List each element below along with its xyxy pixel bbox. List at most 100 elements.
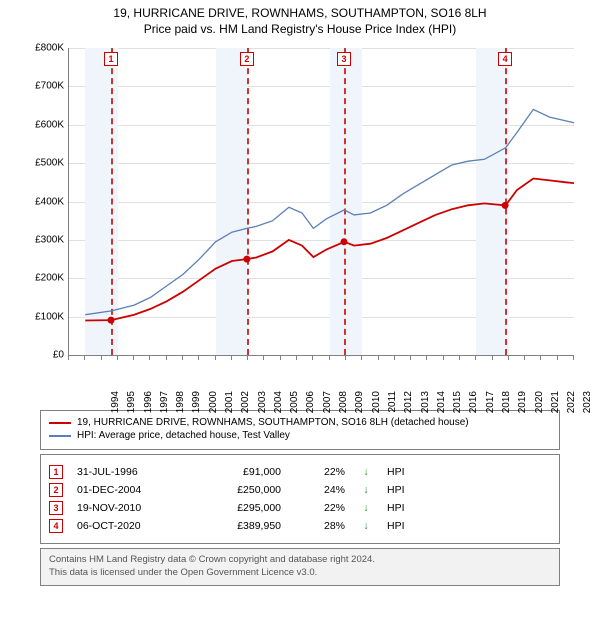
row-date: 19-NOV-2010 xyxy=(77,502,187,514)
data-point xyxy=(243,256,250,263)
data-point xyxy=(341,238,348,245)
subtitle: Price paid vs. HM Land Registry's House … xyxy=(10,22,590,36)
row-date: 31-JUL-1996 xyxy=(77,466,187,478)
x-tick-label: 2008 xyxy=(338,391,349,431)
footer-licence: Contains HM Land Registry data © Crown c… xyxy=(40,548,560,586)
chart-svg xyxy=(69,48,574,355)
x-tick-label: 2020 xyxy=(534,391,545,431)
x-tick-mark xyxy=(198,356,199,360)
x-tick-label: 2014 xyxy=(436,391,447,431)
row-marker: 1 xyxy=(49,465,63,479)
row-price: £389,950 xyxy=(201,520,281,532)
row-pct: 24% xyxy=(295,484,345,496)
row-pct: 22% xyxy=(295,466,345,478)
x-tick-label: 1995 xyxy=(126,391,137,431)
x-tick-label: 2003 xyxy=(257,391,268,431)
x-tick-mark xyxy=(345,356,346,360)
x-tick-label: 2001 xyxy=(224,391,235,431)
x-tick-mark xyxy=(329,356,330,360)
legend-swatch xyxy=(49,435,71,437)
x-tick-label: 2010 xyxy=(371,391,382,431)
row-pct: 28% xyxy=(295,520,345,532)
x-tick-mark xyxy=(296,356,297,360)
x-tick-mark xyxy=(231,356,232,360)
row-price: £250,000 xyxy=(201,484,281,496)
y-tick-label: £400K xyxy=(20,196,64,207)
x-tick-mark xyxy=(394,356,395,360)
x-tick-mark xyxy=(84,356,85,360)
x-tick-mark xyxy=(492,356,493,360)
x-tick-mark xyxy=(524,356,525,360)
row-hpi: HPI xyxy=(387,484,417,496)
x-tick-mark xyxy=(459,356,460,360)
down-arrow-icon: ↓ xyxy=(359,520,373,532)
x-tick-mark xyxy=(540,356,541,360)
row-hpi: HPI xyxy=(387,502,417,514)
y-tick-label: £700K xyxy=(20,81,64,92)
x-tick-label: 2018 xyxy=(501,391,512,431)
row-pct: 22% xyxy=(295,502,345,514)
row-marker: 4 xyxy=(49,519,63,533)
row-marker: 3 xyxy=(49,501,63,515)
x-tick-mark xyxy=(117,356,118,360)
row-price: £295,000 xyxy=(201,502,281,514)
x-tick-label: 2019 xyxy=(517,391,528,431)
x-tick-mark xyxy=(557,356,558,360)
footer-line2: This data is licensed under the Open Gov… xyxy=(49,567,551,580)
x-tick-label: 2006 xyxy=(305,391,316,431)
x-tick-mark xyxy=(443,356,444,360)
x-tick-mark xyxy=(215,356,216,360)
series-red xyxy=(85,179,574,321)
y-tick-label: £200K xyxy=(20,273,64,284)
row-hpi: HPI xyxy=(387,520,417,532)
x-tick-label: 2023 xyxy=(582,391,593,431)
x-tick-mark xyxy=(410,356,411,360)
y-tick-label: £600K xyxy=(20,119,64,130)
y-tick-label: £300K xyxy=(20,234,64,245)
table-row: 1 31-JUL-1996 £91,000 22% ↓ HPI xyxy=(49,465,551,479)
transactions-table: 1 31-JUL-1996 £91,000 22% ↓ HPI 2 01-DEC-2004 £2… xyxy=(40,454,560,544)
x-tick-mark xyxy=(247,356,248,360)
x-tick-mark xyxy=(263,356,264,360)
legend-label: HPI: Average price, detached house, Test… xyxy=(77,430,290,441)
y-tick-label: £100K xyxy=(20,311,64,322)
x-tick-mark xyxy=(166,356,167,360)
title-address: 19, HURRICANE DRIVE, ROWNHAMS, SOUTHAMPT… xyxy=(10,6,590,20)
x-tick-label: 2017 xyxy=(485,391,496,431)
x-tick-label: 2012 xyxy=(403,391,414,431)
x-tick-label: 2004 xyxy=(273,391,284,431)
price-chart: 1234 £0£100K£200K£300K£400K£500K£600K£70… xyxy=(20,42,580,402)
row-date: 01-DEC-2004 xyxy=(77,484,187,496)
x-tick-label: 2002 xyxy=(240,391,251,431)
x-tick-label: 2009 xyxy=(354,391,365,431)
x-tick-mark xyxy=(68,356,69,360)
y-tick-label: £500K xyxy=(20,158,64,169)
legend-row: HPI: Average price, detached house, Test… xyxy=(49,430,551,441)
table-row: 406-OCT-2020£389,95028%↓HPI xyxy=(49,519,551,533)
down-arrow-icon: ↓ xyxy=(359,484,373,496)
x-tick-mark xyxy=(361,356,362,360)
row-hpi: HPI xyxy=(387,466,417,478)
series-blue xyxy=(85,109,574,314)
row-price: £91,000 xyxy=(201,466,281,478)
x-tick-label: 2000 xyxy=(208,391,219,431)
table-row: 319-NOV-2010£295,00022%↓HPI xyxy=(49,501,551,515)
x-tick-label: 2022 xyxy=(566,391,577,431)
y-tick-label: £800K xyxy=(20,43,64,54)
x-tick-label: 2013 xyxy=(420,391,431,431)
down-arrow-icon: ↓ xyxy=(359,466,373,478)
footer-line1: Contains HM Land Registry data © Crown c… xyxy=(49,554,551,567)
x-tick-label: 1998 xyxy=(175,391,186,431)
x-tick-mark xyxy=(573,356,574,360)
x-tick-mark xyxy=(508,356,509,360)
row-marker: 2 xyxy=(49,483,63,497)
x-tick-label: 2007 xyxy=(322,391,333,431)
data-point xyxy=(108,317,115,324)
y-tick-label: £0 xyxy=(20,350,64,361)
x-tick-mark xyxy=(133,356,134,360)
table-row: 2 01-DEC-2004 £250,000 24% ↓ HPI xyxy=(49,483,551,497)
data-point xyxy=(502,202,509,209)
x-tick-mark xyxy=(426,356,427,360)
x-tick-label: 2011 xyxy=(387,391,398,431)
x-tick-label: 1994 xyxy=(110,391,121,431)
